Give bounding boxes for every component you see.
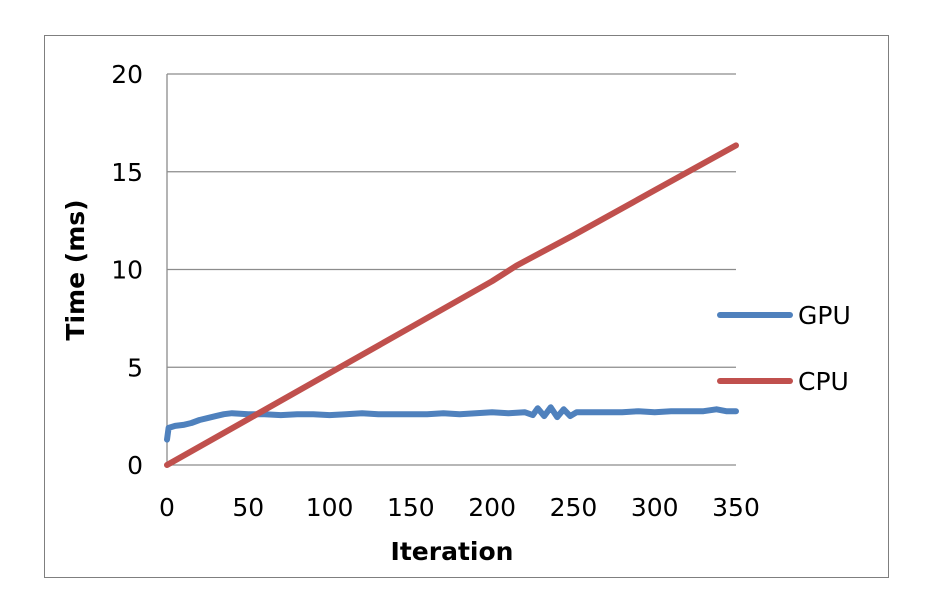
- y-tick-label: 20: [111, 60, 143, 89]
- y-tick-label: 10: [111, 256, 143, 285]
- series-line-gpu: [164, 404, 739, 443]
- y-tick-label: 15: [111, 158, 143, 187]
- x-tick-label: 350: [712, 493, 760, 522]
- y-tick-label: 0: [127, 451, 143, 480]
- x-axis-ticks: 0 50 100 150 200 250 300 350: [159, 493, 760, 522]
- gridlines: [166, 73, 736, 466]
- series-line-cpu: [164, 142, 739, 468]
- legend: GPU CPU: [717, 301, 851, 396]
- x-tick-label: 150: [387, 493, 435, 522]
- x-tick-label: 300: [631, 493, 679, 522]
- x-tick-label: 250: [550, 493, 598, 522]
- series-lines: [164, 142, 739, 468]
- y-tick-label: 5: [127, 353, 143, 382]
- y-axis-title: Time (ms): [61, 199, 90, 340]
- x-tick-label: 50: [232, 493, 264, 522]
- y-axis-ticks: 0 5 10 15 20: [111, 60, 143, 480]
- legend-label-cpu: CPU: [798, 367, 849, 396]
- x-tick-label: 100: [306, 493, 354, 522]
- chart-frame: [44, 35, 889, 578]
- x-axis-title: Iteration: [391, 537, 514, 566]
- legend-label-gpu: GPU: [798, 301, 851, 330]
- x-tick-label: 0: [159, 493, 175, 522]
- x-tick-label: 200: [468, 493, 516, 522]
